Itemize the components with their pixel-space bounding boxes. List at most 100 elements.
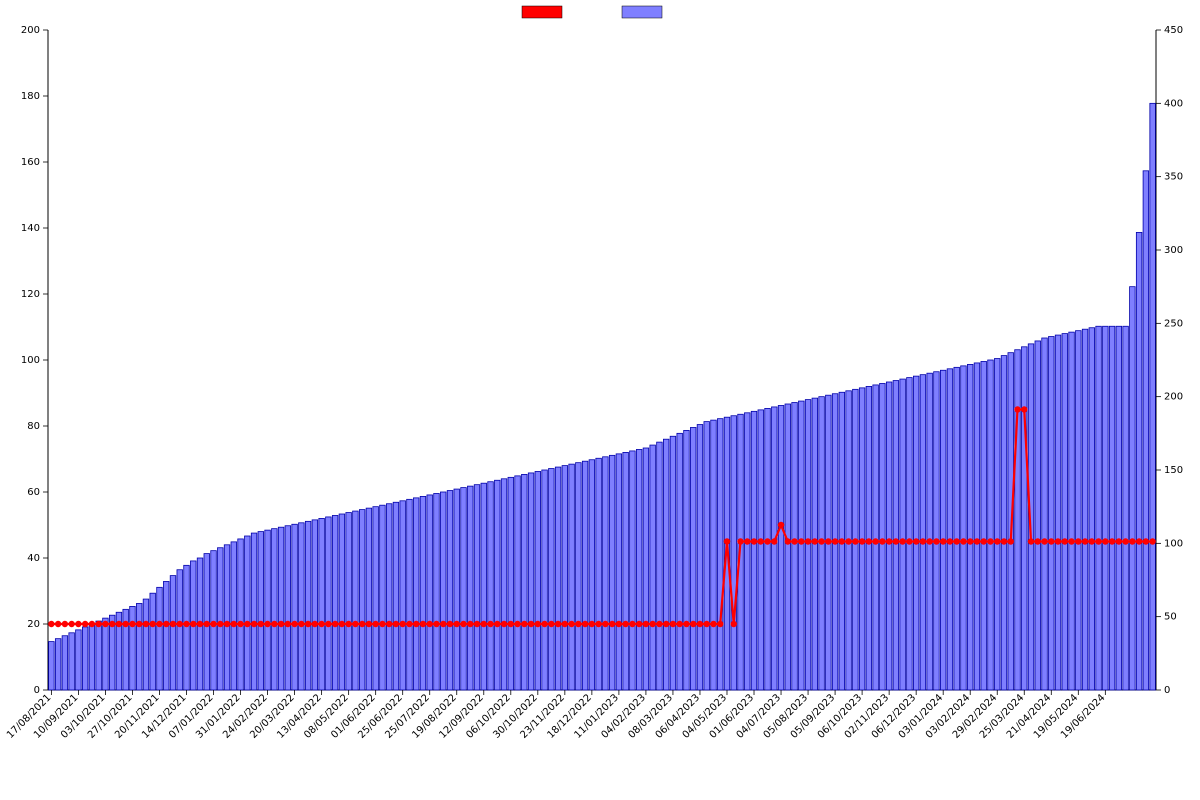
- bar: [163, 581, 169, 690]
- line-marker: [420, 621, 426, 627]
- line-marker: [582, 621, 588, 627]
- line-marker: [751, 538, 757, 544]
- line-marker: [805, 538, 811, 544]
- bar: [1089, 328, 1095, 690]
- line-marker: [251, 621, 257, 627]
- line-marker: [467, 621, 473, 627]
- bar: [218, 548, 224, 690]
- line-marker: [406, 621, 412, 627]
- line-marker: [109, 621, 115, 627]
- line-marker: [494, 621, 500, 627]
- bar: [934, 372, 940, 690]
- line-marker: [1062, 538, 1068, 544]
- line-marker: [1089, 538, 1095, 544]
- bar: [440, 492, 446, 690]
- bar: [467, 486, 473, 690]
- line-marker: [116, 621, 122, 627]
- line-marker: [224, 621, 230, 627]
- bar: [731, 416, 737, 690]
- line-marker: [393, 621, 399, 627]
- bar: [177, 570, 183, 690]
- bar: [150, 593, 156, 690]
- bar: [913, 376, 919, 690]
- bar: [1123, 326, 1129, 690]
- line-marker: [521, 621, 527, 627]
- y-left-tick-label: 160: [21, 157, 40, 168]
- bar: [481, 483, 487, 690]
- bar: [799, 401, 805, 690]
- bar: [576, 463, 582, 690]
- line-marker: [778, 522, 784, 528]
- line-marker: [758, 538, 764, 544]
- bar: [961, 366, 967, 690]
- bar: [751, 411, 757, 690]
- line-marker: [913, 538, 919, 544]
- line-marker: [501, 621, 507, 627]
- line-marker: [332, 621, 338, 627]
- y-right-tick-label: 300: [1164, 245, 1183, 256]
- bar: [616, 454, 622, 690]
- line-marker: [305, 621, 311, 627]
- line-marker: [1149, 538, 1155, 544]
- line-marker: [318, 621, 324, 627]
- line-marker: [89, 621, 95, 627]
- y-right-tick-label: 100: [1164, 538, 1183, 549]
- bar: [947, 369, 953, 690]
- line-marker: [1014, 406, 1020, 412]
- line-marker: [345, 621, 351, 627]
- bar: [474, 485, 480, 690]
- bar: [170, 576, 176, 690]
- line-marker: [352, 621, 358, 627]
- line-marker: [832, 538, 838, 544]
- y-right-tick-label: 50: [1164, 612, 1177, 623]
- bar: [981, 361, 987, 690]
- bar: [792, 403, 798, 690]
- line-marker: [508, 621, 514, 627]
- line-marker: [798, 538, 804, 544]
- bar: [332, 515, 338, 690]
- bar: [589, 460, 595, 690]
- bar: [184, 565, 190, 690]
- line-marker: [440, 621, 446, 627]
- bar: [245, 536, 251, 690]
- line-marker: [541, 621, 547, 627]
- line-marker: [676, 621, 682, 627]
- line-marker: [379, 621, 385, 627]
- line-marker: [231, 621, 237, 627]
- y-left-tick-label: 60: [27, 487, 40, 498]
- line-marker: [460, 621, 466, 627]
- line-marker: [298, 621, 304, 627]
- bar: [373, 507, 379, 690]
- bar: [623, 452, 629, 690]
- line-marker: [237, 621, 243, 627]
- bar: [413, 498, 419, 690]
- bar: [461, 488, 467, 690]
- line-marker: [575, 621, 581, 627]
- y-left-tick-label: 0: [34, 685, 40, 696]
- bar: [636, 449, 642, 690]
- line-marker: [129, 621, 135, 627]
- bar: [522, 474, 528, 690]
- bar: [326, 517, 332, 690]
- line-marker: [386, 621, 392, 627]
- line-marker: [285, 621, 291, 627]
- line-marker: [724, 538, 730, 544]
- line-marker: [717, 621, 723, 627]
- bar: [292, 524, 298, 690]
- line-marker: [1082, 538, 1088, 544]
- line-marker: [616, 621, 622, 627]
- line-marker: [481, 621, 487, 627]
- bar: [697, 425, 703, 690]
- line-marker: [1109, 538, 1115, 544]
- bar: [76, 630, 82, 690]
- bar: [136, 603, 142, 690]
- bar: [89, 624, 95, 690]
- line-marker: [771, 538, 777, 544]
- line-marker: [548, 621, 554, 627]
- line-marker: [136, 621, 142, 627]
- line-marker: [447, 621, 453, 627]
- bar: [231, 542, 237, 690]
- bar: [96, 621, 102, 690]
- y-right-tick-label: 250: [1164, 318, 1183, 329]
- line-marker: [785, 538, 791, 544]
